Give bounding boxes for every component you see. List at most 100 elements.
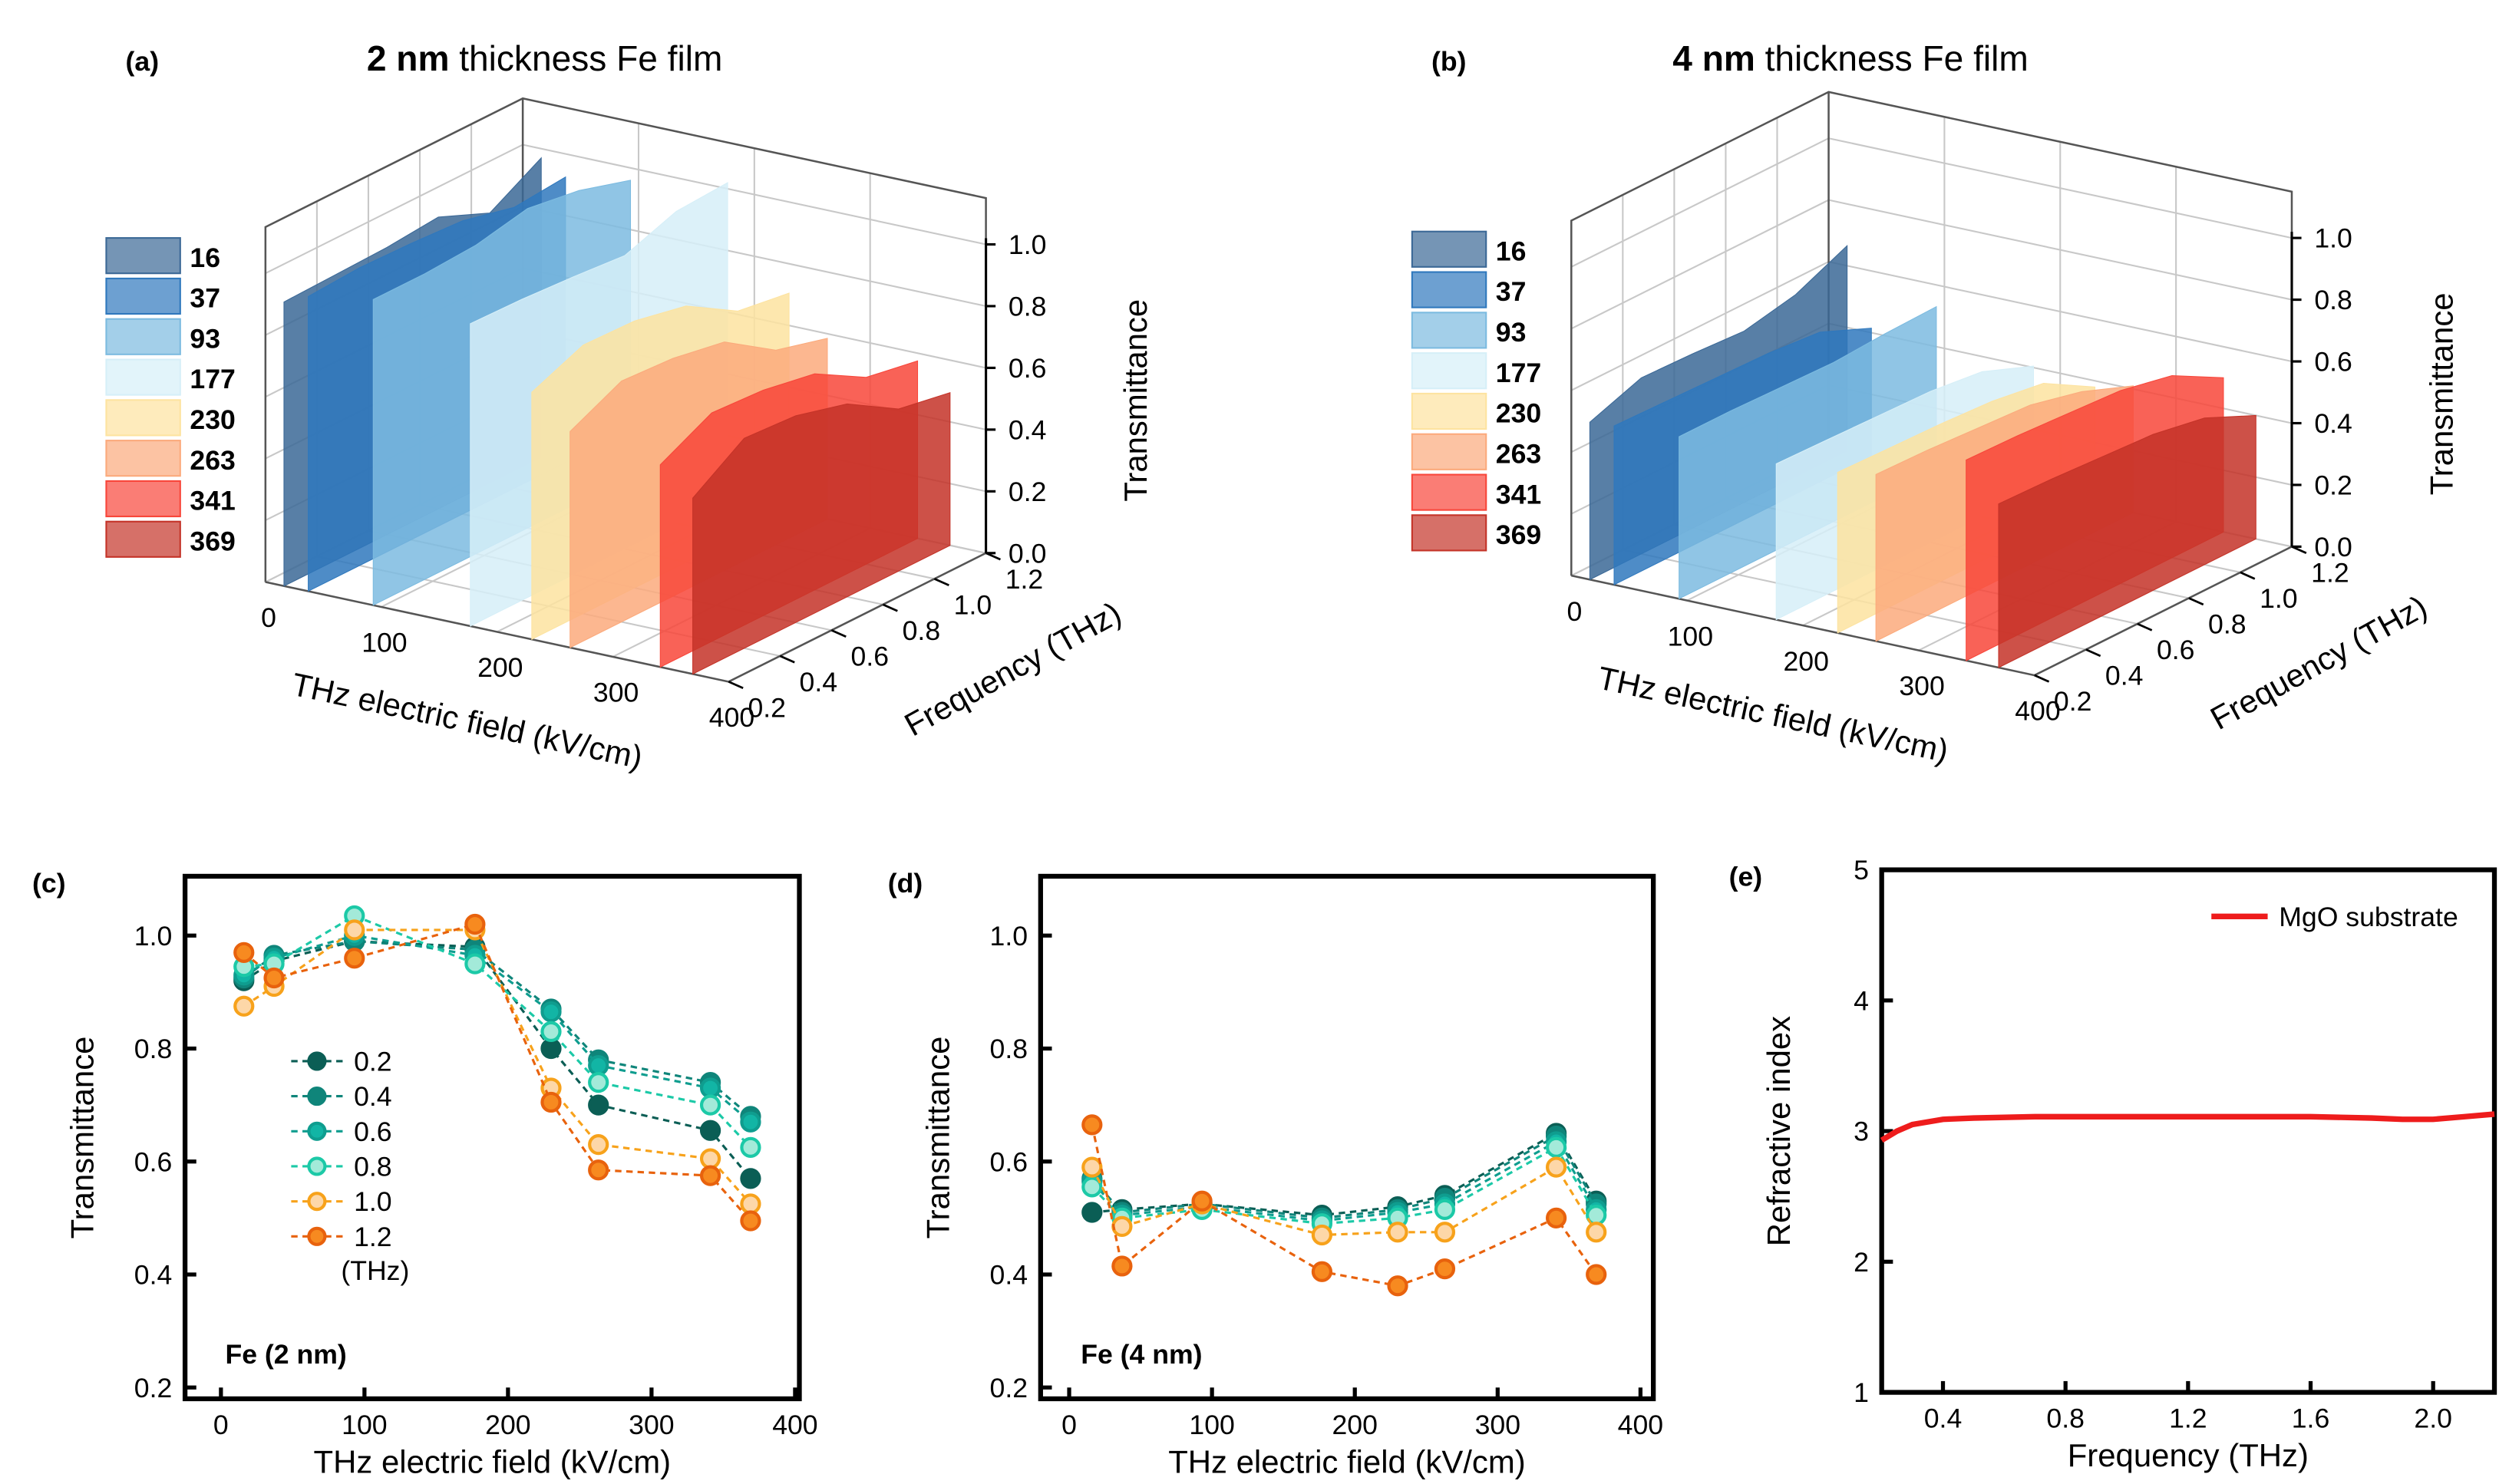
data-point: [699, 1120, 721, 1141]
y-tick-label: 0.8: [990, 1034, 1028, 1064]
legend-label: 177: [1496, 358, 1541, 388]
data-point: [540, 1001, 562, 1023]
y-tick-label: 0.2: [748, 693, 786, 724]
slab-field-369: [692, 391, 951, 675]
plot-frame: [1879, 867, 2497, 1395]
data-point: [740, 1193, 761, 1215]
legend-label: 0.4: [354, 1081, 392, 1112]
y-tick: [882, 603, 898, 612]
y-tick: [779, 655, 795, 664]
panel-a: 0.0 0.2 0.4 0.6 0.8 1.0 Transmittance 0 100 200 30…: [105, 38, 1154, 776]
legend-swatch: [105, 237, 181, 275]
x-tick-label: 0.8: [2046, 1403, 2085, 1434]
x-tick-label: 0.4: [1924, 1403, 1963, 1434]
x-tick-label: 300: [1899, 671, 1944, 701]
z-tick-label: 0.6: [1009, 353, 1047, 384]
series-line: [243, 914, 752, 1149]
x-tick-label: 100: [1668, 621, 1713, 651]
data-point: [344, 948, 365, 969]
gridline: [1570, 137, 2293, 268]
z-tick-label: 0.2: [1009, 477, 1047, 507]
legend-label: 93: [1496, 317, 1527, 348]
legend-marker: [307, 1226, 327, 1246]
series-1.2: [233, 913, 761, 1232]
data-point: [588, 1094, 609, 1116]
title-rest: thickness Fe film: [449, 38, 722, 78]
y-tick-label: 0.8: [134, 1034, 173, 1064]
x-tick-label: 400: [772, 1410, 817, 1440]
y-tick-label: 0.6: [990, 1146, 1028, 1177]
x-tick-label: 400: [1618, 1410, 1663, 1440]
z-tick-label: 0.8: [1009, 292, 1047, 322]
data-point: [740, 1136, 761, 1158]
x-tick-label: 300: [629, 1410, 674, 1440]
y-tick-label: 0.4: [2105, 661, 2144, 691]
series-line: [243, 940, 751, 1118]
legend-swatch: [1411, 312, 1487, 349]
data-point: [588, 1159, 609, 1181]
data-point: [588, 1054, 609, 1077]
legend-label: 369: [1496, 519, 1541, 550]
data-point: [464, 913, 486, 935]
data-point: [1081, 1202, 1103, 1223]
data-point: [1081, 1156, 1103, 1178]
series-0.8: [233, 905, 761, 1158]
y-tick-label: 0.6: [2157, 635, 2195, 665]
data-point: [1545, 1207, 1567, 1228]
legend: 0.2 0.4 0.6 0.8 1.0 1.2(THz): [291, 1046, 409, 1286]
data-point: [1545, 1156, 1567, 1178]
y-tick-label: 1.0: [954, 589, 992, 620]
panel-label: (b): [1431, 46, 1466, 77]
y-tick-label: 0.6: [134, 1146, 173, 1177]
y-tick-label: 5: [1854, 855, 1869, 885]
data-point: [699, 1165, 721, 1186]
data-point: [740, 1111, 761, 1133]
legend-label: 37: [190, 283, 220, 314]
series-line: [243, 934, 751, 1123]
y-tick-label: 0.4: [134, 1260, 173, 1291]
legend-swatch: [105, 318, 181, 355]
legend-label: 1.0: [354, 1186, 392, 1217]
data-point: [1111, 1255, 1133, 1277]
x-axis-label: THz electric field (kV/cm): [1168, 1443, 1526, 1479]
legend-marker: [307, 1051, 327, 1071]
y-tick-label: 0.6: [851, 641, 890, 671]
slab-field-369: [1998, 414, 2256, 668]
legend-swatch: [1411, 514, 1487, 552]
legend-label: 263: [190, 445, 235, 476]
legend-label: 0.8: [354, 1152, 392, 1182]
data-point: [464, 953, 486, 974]
panel-title: 4 nm thickness Fe film: [1672, 38, 2028, 78]
legend-swatch: [105, 520, 181, 558]
y-tick-label: 0.4: [800, 667, 838, 697]
data-point: [540, 1091, 562, 1113]
y-tick-label: 1.0: [990, 921, 1028, 951]
data-point: [1586, 1222, 1607, 1243]
legend-label: 230: [190, 404, 235, 435]
series-line: [1091, 1139, 1598, 1222]
data-point: [1081, 1176, 1103, 1198]
title-bold: 4 nm: [1672, 38, 1755, 78]
data-point: [740, 1168, 761, 1189]
x-tick-label: 200: [485, 1410, 530, 1440]
y-tick-label: 4: [1854, 985, 1869, 1016]
x-tick-label: 100: [1189, 1410, 1234, 1440]
z-tick-label: 1.0: [1009, 229, 1047, 260]
y-tick: [2137, 622, 2153, 632]
x-axis-label: THz electric field (kV/cm): [314, 1443, 672, 1479]
data-point: [1586, 1264, 1607, 1285]
data-point: [1434, 1222, 1456, 1243]
x-tick-label: 100: [361, 628, 407, 658]
series-line: [243, 940, 752, 1179]
series-line: [1091, 1165, 1598, 1237]
panel-label: (c): [32, 868, 66, 899]
x-tick-label: 200: [1783, 646, 1828, 677]
z-tick-label: 0.4: [1009, 414, 1047, 445]
x-tick-label: 200: [477, 652, 523, 683]
series-line: [1091, 1124, 1597, 1288]
y-tick-label: 0.8: [903, 615, 941, 646]
series-1.0: [233, 919, 761, 1215]
legend: 16 37 93 177 230 263 341 369: [1411, 230, 1541, 552]
z-axis-label: Transmittance: [1117, 299, 1154, 502]
legend-swatch: [1411, 230, 1487, 268]
